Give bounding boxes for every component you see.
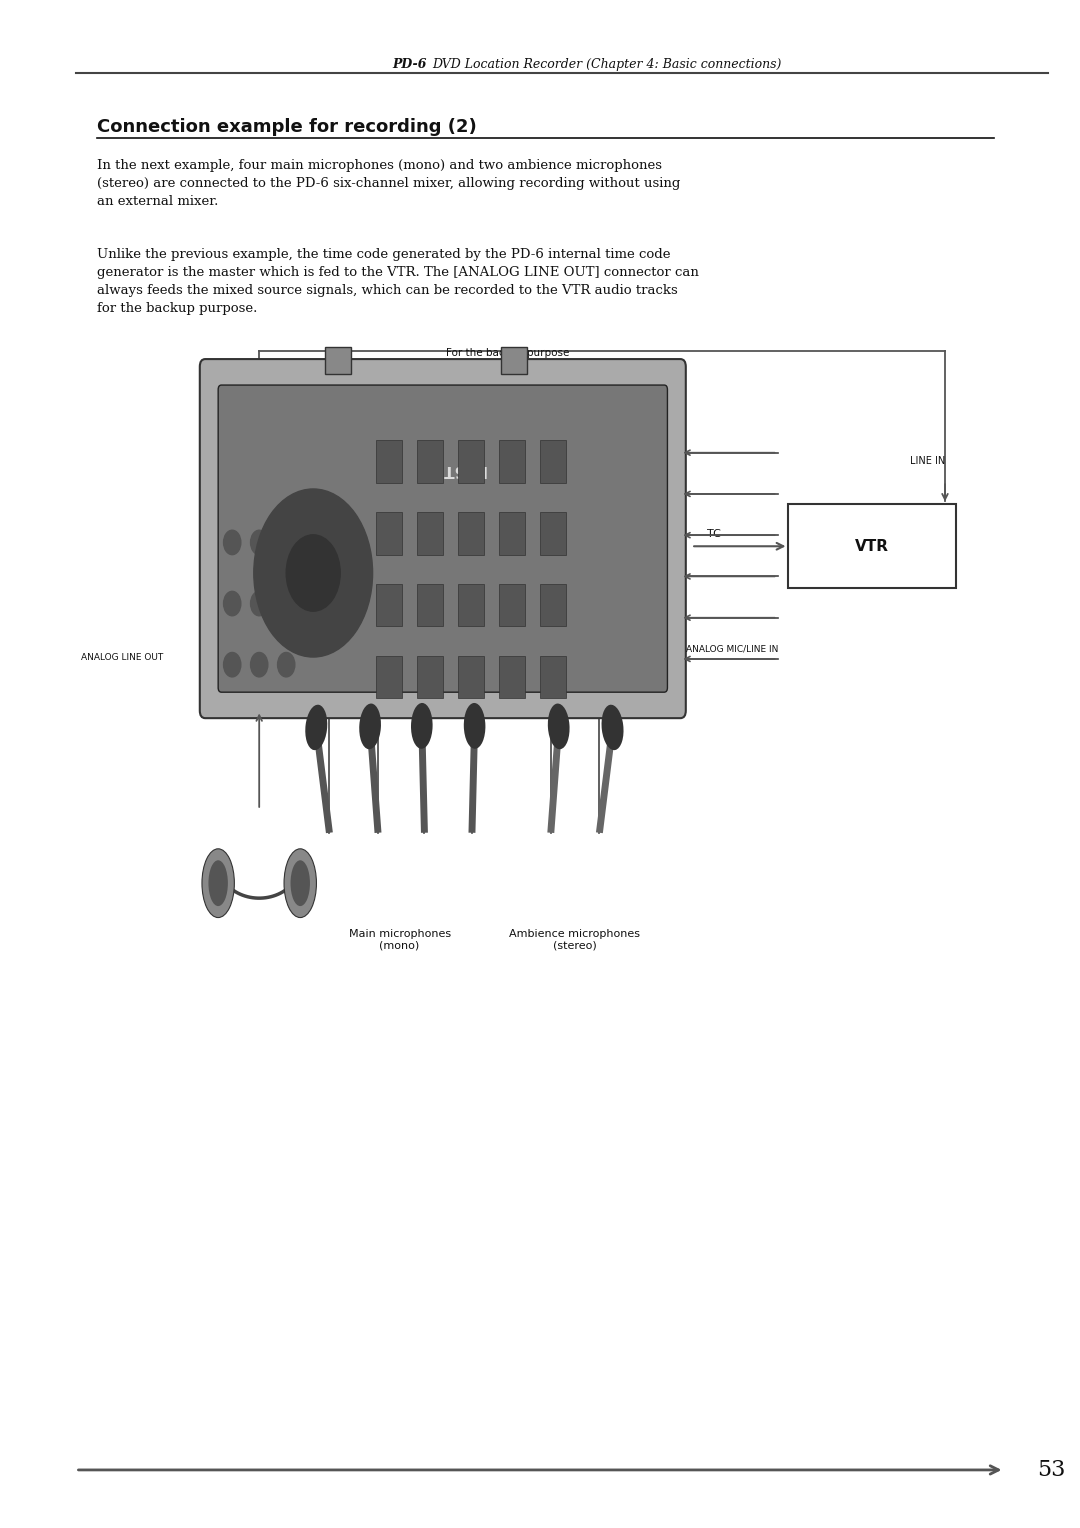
Circle shape — [224, 652, 241, 677]
Ellipse shape — [411, 703, 433, 749]
Bar — [417, 512, 443, 555]
Bar — [376, 512, 402, 555]
Circle shape — [251, 530, 268, 555]
Text: Unlike the previous example, the time code generated by the PD-6 internal time c: Unlike the previous example, the time co… — [97, 248, 699, 315]
Text: Connection example for recording (2): Connection example for recording (2) — [97, 118, 477, 136]
Bar — [540, 440, 566, 483]
Text: ANALOG LINE OUT: ANALOG LINE OUT — [81, 652, 163, 662]
Text: PD-6: PD-6 — [392, 58, 427, 70]
Text: For the backup purpose: For the backup purpose — [446, 347, 569, 358]
Bar — [540, 512, 566, 555]
Circle shape — [278, 652, 295, 677]
Bar — [458, 584, 484, 626]
Ellipse shape — [291, 860, 310, 906]
Circle shape — [224, 591, 241, 616]
Bar — [501, 347, 527, 374]
Text: In the next example, four main microphones (mono) and two ambience microphones
(: In the next example, four main microphon… — [97, 159, 680, 208]
Bar — [417, 440, 443, 483]
Bar — [417, 584, 443, 626]
Ellipse shape — [360, 703, 381, 749]
Ellipse shape — [208, 860, 228, 906]
Ellipse shape — [202, 850, 234, 917]
Bar — [325, 347, 351, 374]
Bar — [540, 656, 566, 698]
Text: 53: 53 — [1037, 1459, 1065, 1481]
Circle shape — [286, 535, 340, 611]
Text: DVD Location Recorder (Chapter 4: Basic connections): DVD Location Recorder (Chapter 4: Basic … — [432, 58, 781, 70]
Bar — [458, 440, 484, 483]
Bar — [376, 440, 402, 483]
Text: FOSTEX: FOSTEX — [419, 463, 486, 477]
Ellipse shape — [284, 850, 316, 917]
Ellipse shape — [602, 704, 623, 750]
Bar — [499, 512, 525, 555]
Text: VTR: VTR — [855, 539, 889, 553]
Text: LINE IN: LINE IN — [909, 455, 945, 466]
Bar — [458, 656, 484, 698]
Text: ANALOG MIC/LINE IN: ANALOG MIC/LINE IN — [686, 645, 779, 654]
Circle shape — [254, 489, 373, 657]
Bar — [540, 584, 566, 626]
Circle shape — [251, 652, 268, 677]
Circle shape — [278, 591, 295, 616]
Ellipse shape — [306, 704, 327, 750]
Text: Main microphones
(mono): Main microphones (mono) — [349, 929, 450, 950]
Bar — [499, 440, 525, 483]
Ellipse shape — [548, 703, 569, 749]
Circle shape — [224, 530, 241, 555]
FancyBboxPatch shape — [200, 359, 686, 718]
Bar — [788, 504, 956, 588]
Bar — [499, 656, 525, 698]
Text: Ambience microphones
(stereo): Ambience microphones (stereo) — [509, 929, 640, 950]
Bar — [499, 584, 525, 626]
Text: TC: TC — [707, 529, 721, 539]
Bar — [417, 656, 443, 698]
Bar — [376, 656, 402, 698]
Bar — [376, 584, 402, 626]
Circle shape — [278, 530, 295, 555]
Bar — [458, 512, 484, 555]
Ellipse shape — [463, 703, 485, 749]
Circle shape — [251, 591, 268, 616]
FancyBboxPatch shape — [218, 385, 667, 692]
